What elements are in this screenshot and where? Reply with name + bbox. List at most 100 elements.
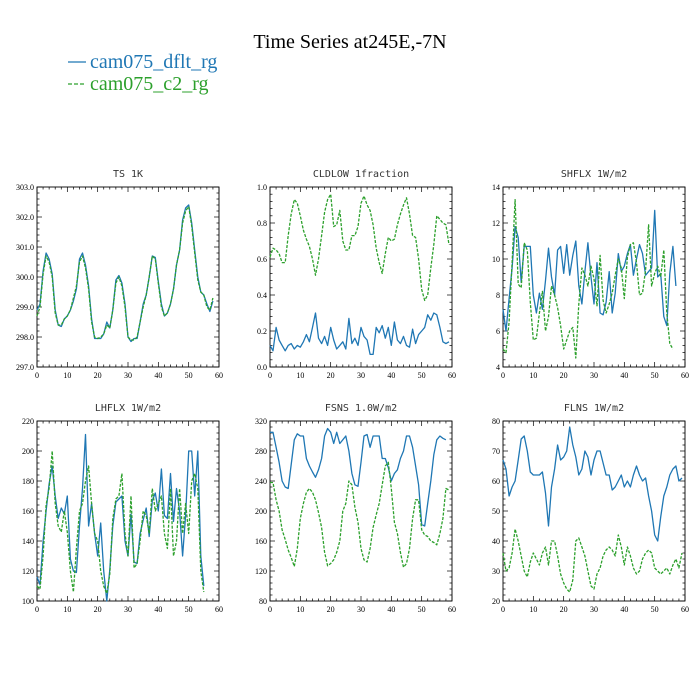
y-tick-label: 240 [255,477,267,486]
y-tick-label: 70 [492,447,500,456]
panel-title: FSNS 1.0W/m2 [325,403,397,414]
x-tick-label: 50 [418,371,426,380]
y-tick-label: 303.0 [16,183,34,192]
series-line-c2 [502,198,674,359]
series-line-dflt [269,312,450,356]
x-tick-label: 0 [268,605,272,614]
y-tick-label: 0.8 [257,219,267,228]
x-tick-label: 40 [387,605,395,614]
y-tick-label: 160 [255,537,267,546]
y-tick-label: 300.0 [16,273,34,282]
x-tick-label: 10 [63,605,71,614]
x-tick-label: 60 [215,371,223,380]
panel-title: FLNS 1W/m2 [564,403,624,414]
plot-frame [36,186,220,368]
y-tick-label: 280 [255,447,267,456]
x-tick-label: 50 [418,605,426,614]
series-line-c2 [502,528,683,593]
panel-4: LHFLX 1W/m2 0 10 20 30 40 50 60 100 120 140 160 180 2… [22,403,223,614]
legend-label-c2: cam075_c2_rg [90,73,209,95]
x-tick-label: 0 [501,605,505,614]
x-tick-label: 20 [327,371,335,380]
panel-3: SHFLX 1W/m2 0 10 20 30 40 50 60 4 6 8 10 12 14 [492,169,689,380]
panel-2: CLDLOW 1fraction 0 10 20 30 40 50 60 0.0 0.2 0.4 0.… [257,169,456,380]
y-tick-label: 180 [22,477,34,486]
series-line-c2 [270,461,450,568]
panel-title: SHFLX 1W/m2 [561,169,627,180]
panel-6: FLNS 1W/m2 0 10 20 30 40 50 60 20 30 40 50 60 70 80 [492,403,689,614]
x-tick-label: 30 [124,605,132,614]
x-tick-label: 60 [681,605,689,614]
y-tick-label: 80 [259,597,267,606]
x-tick-label: 20 [560,605,568,614]
x-tick-label: 60 [448,371,456,380]
series-line-dflt [36,433,205,602]
y-tick-label: 8 [496,291,500,300]
y-tick-label: 30 [492,567,500,576]
x-tick-label: 0 [35,605,39,614]
y-tick-label: 301.0 [16,243,34,252]
y-tick-label: 100 [22,597,34,606]
x-tick-label: 30 [357,605,365,614]
panel-title: TS 1K [113,169,143,180]
series-line-c2 [36,450,205,595]
x-tick-label: 20 [327,605,335,614]
y-tick-label: 140 [22,537,34,546]
y-tick-label: 0.2 [257,327,267,336]
y-tick-label: 60 [492,477,500,486]
series-line-c2 [269,193,450,302]
y-tick-label: 10 [492,255,500,264]
x-tick-label: 10 [529,371,537,380]
y-tick-label: 200 [22,447,34,456]
x-tick-label: 0 [268,371,272,380]
y-tick-label: 20 [492,597,500,606]
series-line-c2 [36,205,214,341]
x-tick-label: 10 [296,371,304,380]
x-tick-label: 10 [529,605,537,614]
series-line-dflt [270,427,447,527]
panel-1: TS 1K 0 10 20 30 40 50 60 297.0 298.0 299.0 300.0 30… [16,169,223,380]
y-tick-label: 0.4 [257,291,267,300]
plot-frame [269,420,453,602]
y-tick-label: 220 [22,417,34,426]
y-tick-label: 50 [492,507,500,516]
x-tick-label: 30 [124,371,132,380]
plot-frame [269,186,453,368]
y-tick-label: 297.0 [16,363,34,372]
x-tick-label: 60 [215,605,223,614]
series-line-dflt [36,204,214,343]
series-line-dflt [502,426,683,542]
y-tick-label: 12 [492,219,500,228]
figure-title: Time Series at245E,-7N [253,31,446,53]
x-tick-label: 40 [154,605,162,614]
x-tick-label: 50 [651,605,659,614]
legend: cam075_dflt_rg cam075_c2_rg [68,51,217,95]
x-tick-label: 40 [154,371,162,380]
x-tick-label: 40 [387,371,395,380]
y-tick-label: 120 [255,567,267,576]
y-tick-label: 0.0 [257,363,267,372]
x-tick-label: 0 [501,371,505,380]
y-tick-label: 120 [22,567,34,576]
y-tick-label: 298.0 [16,333,34,342]
panel-title: CLDLOW 1fraction [313,169,409,180]
x-tick-label: 20 [94,605,102,614]
y-tick-label: 302.0 [16,213,34,222]
y-tick-label: 299.0 [16,303,34,312]
y-tick-label: 320 [255,417,267,426]
x-tick-label: 50 [185,371,193,380]
y-tick-label: 0.6 [257,255,267,264]
y-tick-label: 4 [496,363,500,372]
y-tick-label: 6 [496,327,500,336]
x-tick-label: 30 [590,605,598,614]
x-tick-label: 10 [296,605,304,614]
panels: TS 1K0 10 20 30 40 50 60297.0298.0299.0300.030… [16,169,689,614]
x-tick-label: 50 [185,605,193,614]
x-tick-label: 60 [448,605,456,614]
x-tick-label: 30 [357,371,365,380]
x-tick-label: 20 [94,371,102,380]
x-tick-label: 0 [35,371,39,380]
x-tick-label: 30 [590,371,598,380]
panel-title: LHFLX 1W/m2 [95,403,161,414]
